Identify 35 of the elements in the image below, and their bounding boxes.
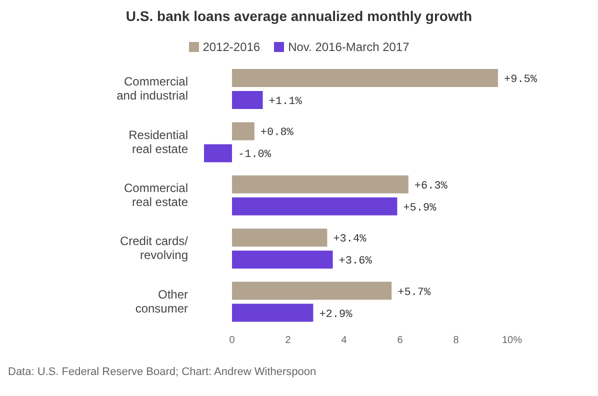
data-label: +9.5% bbox=[504, 74, 538, 86]
x-tick-label: 0 bbox=[229, 335, 236, 346]
y-tick-label: Commercial and industrial bbox=[116, 74, 188, 103]
x-tick-label: 8 bbox=[453, 335, 460, 346]
bar bbox=[232, 250, 333, 269]
data-label: +3.4% bbox=[333, 234, 367, 246]
bar bbox=[232, 228, 328, 247]
y-tick-label: Other consumer bbox=[135, 287, 188, 316]
data-label: +5.7% bbox=[398, 286, 432, 299]
bar bbox=[232, 304, 314, 322]
text: Data: U.S. Federal Reserve Board; Chart: Andrew Witherspoon bbox=[8, 366, 318, 378]
x-tick-label: 6 bbox=[397, 335, 404, 346]
data-label: +1.1% bbox=[268, 96, 302, 108]
data-label: +5.9% bbox=[403, 202, 437, 214]
data-label: +2.9% bbox=[319, 308, 353, 321]
data-label: +6.3% bbox=[414, 180, 448, 192]
data-label: -1.0% bbox=[238, 149, 272, 162]
bar bbox=[232, 69, 498, 87]
bar bbox=[232, 282, 392, 300]
legend-label: Nov. 2016-March 2017 bbox=[287, 39, 410, 56]
y-tick-label: Residential real estate bbox=[128, 128, 188, 156]
chart-title: U.S. bank loans average annualized monthly growth bbox=[124, 8, 474, 26]
bar bbox=[232, 122, 254, 140]
bar bbox=[232, 91, 263, 109]
data-label: +3.6% bbox=[338, 256, 372, 268]
bar bbox=[232, 175, 408, 194]
legend-label: 2012-2016 bbox=[202, 39, 260, 56]
bar bbox=[232, 197, 398, 216]
bar bbox=[204, 144, 232, 162]
y-tick-label: Credit cards/ revolving bbox=[120, 234, 189, 262]
data-label: +0.8% bbox=[260, 127, 294, 140]
x-tick-label: 10% bbox=[502, 335, 522, 346]
x-tick-label: 4 bbox=[341, 335, 348, 346]
x-tick-label: 2 bbox=[285, 335, 292, 346]
y-tick-label: Commercial real estate bbox=[124, 181, 188, 209]
